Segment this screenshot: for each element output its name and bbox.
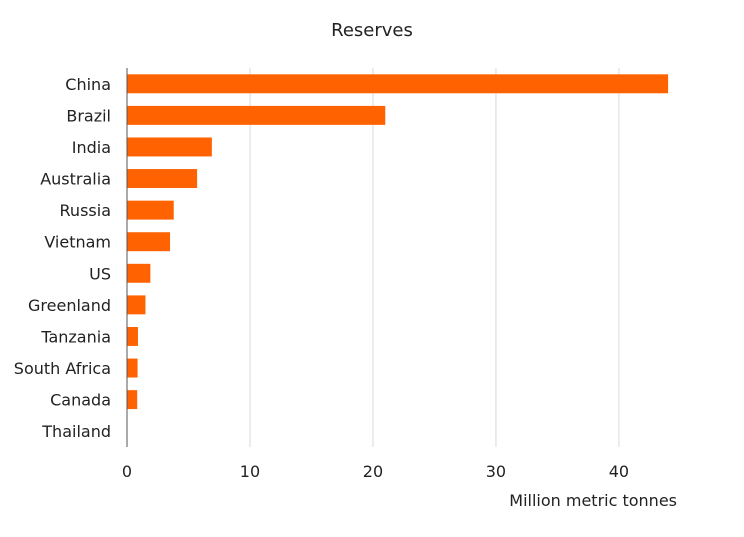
x-tick-label: 40 xyxy=(609,462,629,481)
category-label: Vietnam xyxy=(44,233,111,252)
bar-tanzania xyxy=(127,326,138,346)
x-tick-labels: 0 10 20 30 40 xyxy=(122,462,629,481)
category-label: India xyxy=(72,138,111,157)
category-label: Australia xyxy=(40,170,111,189)
x-axis-label: Million metric tonnes xyxy=(509,491,677,510)
bar-greenland xyxy=(127,295,146,315)
category-label: Greenland xyxy=(28,296,111,315)
bar-vietnam xyxy=(127,232,171,252)
category-label: China xyxy=(65,75,111,94)
category-label: Thailand xyxy=(41,422,111,441)
bar-india xyxy=(127,137,212,157)
bars xyxy=(127,74,669,441)
bar-canada xyxy=(127,390,138,410)
bar-brazil xyxy=(127,105,386,125)
x-tick-label: 0 xyxy=(122,462,132,481)
bar-china xyxy=(127,74,669,94)
bar-south-africa xyxy=(127,358,138,378)
category-label: Canada xyxy=(50,391,111,410)
category-label: Russia xyxy=(60,201,111,220)
chart-title: Reserves xyxy=(331,20,413,41)
bar-russia xyxy=(127,200,174,220)
x-tick-label: 10 xyxy=(240,462,260,481)
category-label: US xyxy=(89,264,111,283)
category-label: Brazil xyxy=(66,106,111,125)
grid xyxy=(249,68,620,447)
x-tick-label: 30 xyxy=(486,462,506,481)
bar-australia xyxy=(127,169,198,189)
category-labels: China Brazil India Australia Russia Vietnam US… xyxy=(14,75,111,441)
x-tick-label: 20 xyxy=(363,462,383,481)
bar-us xyxy=(127,263,151,283)
category-label: Tanzania xyxy=(40,327,111,346)
category-label: South Africa xyxy=(14,359,111,378)
